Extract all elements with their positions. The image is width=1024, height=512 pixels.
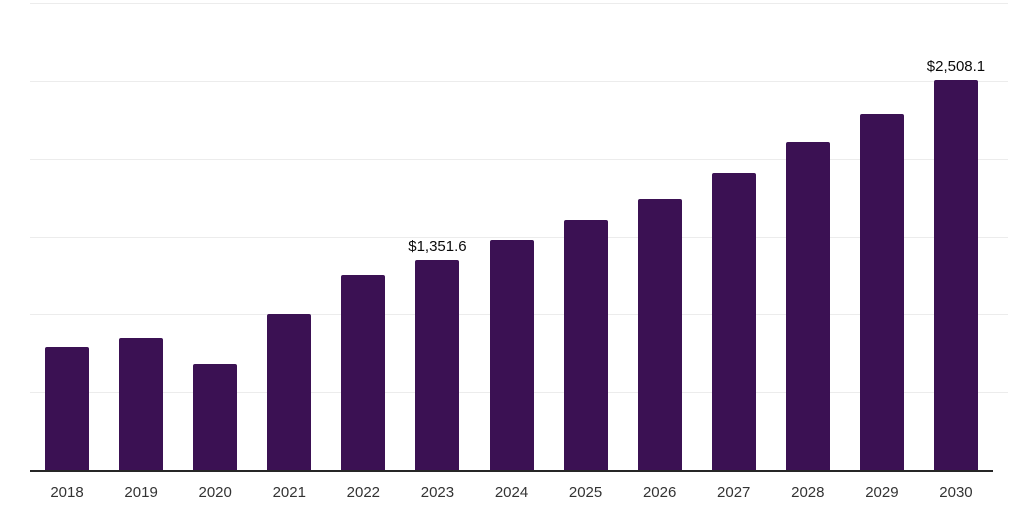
x-axis-label-2023: 2023 — [420, 484, 455, 501]
bar-2028 — [785, 142, 830, 470]
grid-line-3000 — [30, 3, 1008, 4]
grid-line-1500 — [30, 236, 1008, 238]
x-axis-label-2021: 2021 — [272, 484, 306, 501]
x-axis-label-2019: 2019 — [124, 484, 158, 501]
bar-2018 — [45, 347, 90, 470]
data-label-2023: $1,351.6 — [408, 237, 467, 255]
x-axis-label-2022: 2022 — [346, 484, 381, 501]
bar-2027 — [711, 172, 756, 470]
x-axis-label-2024: 2024 — [494, 484, 529, 501]
x-axis-label-2030: 2030 — [939, 484, 973, 501]
x-axis-line — [30, 470, 993, 472]
bar-2023 — [415, 259, 460, 470]
bar-2022 — [341, 275, 386, 470]
plot-area: $1,351.6 $2,508.1 — [30, 3, 1008, 472]
x-axis-label-2029: 2029 — [865, 484, 899, 501]
x-axis-label-2026: 2026 — [642, 484, 677, 501]
bar-2026 — [637, 198, 682, 470]
bar-2024 — [489, 240, 534, 470]
data-label-2030: $2,508.1 — [926, 57, 986, 75]
x-axis-label-2018: 2018 — [50, 484, 84, 501]
x-axis-label-2028: 2028 — [791, 484, 825, 501]
grid-line-2500 — [30, 80, 1008, 82]
x-axis-label-2025: 2025 — [568, 484, 603, 501]
bar-2025 — [563, 219, 608, 470]
bar-2029 — [859, 113, 904, 470]
bar-2021 — [267, 313, 312, 470]
bar-2019 — [119, 337, 164, 470]
grid-line-2000 — [30, 158, 1008, 160]
x-axis-label-2020: 2020 — [198, 484, 232, 501]
x-axis-label-2027: 2027 — [717, 484, 751, 501]
bar-2030 — [933, 79, 978, 470]
bar-2020 — [193, 363, 238, 470]
